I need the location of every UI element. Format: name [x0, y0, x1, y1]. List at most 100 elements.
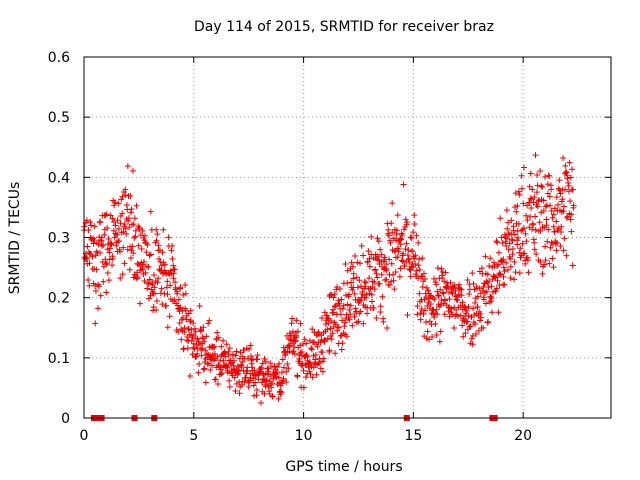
data-point — [312, 352, 319, 359]
data-point — [291, 338, 298, 345]
data-point — [510, 227, 517, 234]
data-point — [424, 328, 431, 335]
data-point — [122, 192, 129, 199]
x-tick-label: 10 — [295, 428, 313, 444]
data-point — [462, 304, 469, 311]
data-point — [397, 236, 404, 243]
data-point — [86, 260, 93, 267]
data-point — [500, 273, 507, 280]
data-point — [503, 207, 510, 214]
data-point — [102, 212, 109, 219]
data-point — [100, 241, 107, 248]
data-point — [188, 326, 195, 333]
data-point — [349, 322, 356, 329]
data-point — [195, 369, 202, 376]
data-point — [299, 362, 306, 369]
data-point — [441, 311, 448, 318]
data-point — [438, 265, 445, 272]
data-point — [129, 243, 136, 250]
data-point — [482, 253, 489, 260]
data-point — [368, 233, 375, 240]
data-point — [404, 312, 411, 319]
data-point — [480, 324, 487, 331]
data-point — [119, 193, 126, 200]
data-point — [439, 289, 446, 296]
data-point — [83, 254, 90, 261]
data-point — [275, 395, 282, 402]
data-point — [167, 267, 174, 274]
data-point — [538, 209, 545, 216]
data-point — [146, 276, 153, 283]
data-point — [383, 276, 390, 283]
data-point — [404, 219, 411, 226]
data-point — [303, 374, 310, 381]
data-point — [390, 277, 397, 284]
data-point — [356, 298, 363, 305]
data-point — [397, 235, 404, 242]
data-point — [377, 303, 384, 310]
data-point — [135, 242, 142, 249]
data-point — [153, 226, 160, 233]
data-point — [301, 336, 308, 343]
data-point — [293, 317, 300, 324]
data-point — [566, 159, 573, 166]
data-point — [539, 183, 546, 190]
data-point — [419, 255, 426, 262]
data-point — [251, 367, 258, 374]
data-point — [237, 349, 244, 356]
data-point — [371, 286, 378, 293]
data-point — [480, 294, 487, 301]
data-point — [95, 241, 102, 248]
data-point — [507, 275, 514, 282]
data-point — [466, 290, 473, 297]
data-point — [386, 256, 393, 263]
data-point — [103, 211, 110, 218]
data-point — [388, 220, 395, 227]
data-point — [346, 316, 353, 323]
data-point — [562, 168, 569, 175]
data-point — [394, 212, 401, 219]
data-point — [552, 240, 559, 247]
data-point — [182, 290, 189, 297]
data-point — [153, 237, 160, 244]
data-point — [340, 302, 347, 309]
data-point — [319, 368, 326, 375]
data-point — [356, 277, 363, 284]
data-point — [387, 239, 394, 246]
data-point — [391, 286, 398, 293]
data-point — [416, 266, 423, 273]
data-point — [84, 243, 91, 250]
data-point — [485, 284, 492, 291]
data-point — [435, 293, 442, 300]
data-point — [226, 383, 233, 390]
data-point — [97, 292, 104, 299]
data-point — [127, 192, 134, 199]
data-point — [546, 260, 553, 267]
data-point — [330, 294, 337, 301]
data-point — [109, 215, 116, 222]
data-point — [542, 257, 549, 264]
data-point — [361, 278, 368, 285]
data-point — [230, 351, 237, 358]
data-point — [327, 325, 334, 332]
data-point — [431, 314, 438, 321]
data-point — [440, 300, 447, 307]
data-point — [466, 323, 473, 330]
data-point — [336, 285, 343, 292]
data-point — [324, 315, 331, 322]
data-point — [133, 275, 140, 282]
data-point — [155, 275, 162, 282]
data-point — [502, 238, 509, 245]
data-point — [187, 307, 194, 314]
data-point — [153, 307, 160, 314]
data-point — [503, 259, 510, 266]
data-point — [280, 364, 287, 371]
data-point — [472, 331, 479, 338]
y-tick-label: 0 — [61, 411, 70, 427]
data-point — [477, 310, 484, 317]
data-point — [142, 269, 149, 276]
data-point — [537, 227, 544, 234]
data-point — [127, 254, 134, 261]
data-point — [275, 374, 282, 381]
data-point — [504, 266, 511, 273]
